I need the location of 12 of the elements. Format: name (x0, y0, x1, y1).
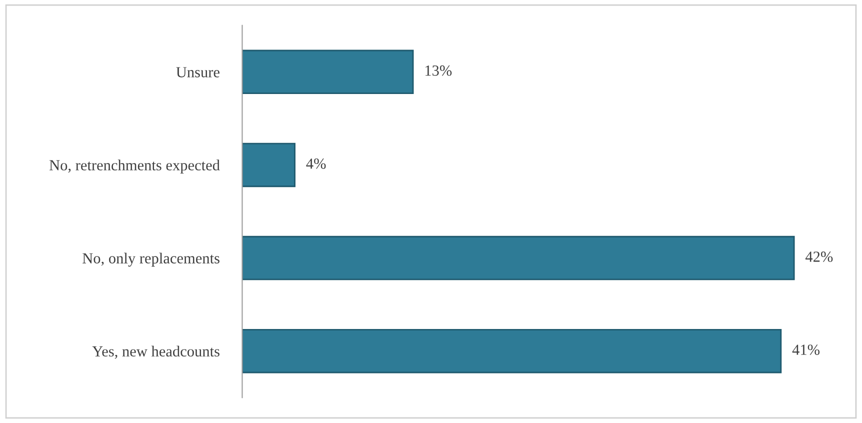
bar (242, 328, 782, 374)
data-label: 13% (425, 65, 452, 76)
bar (242, 236, 795, 280)
y-tick-label: No, retrenchments expected (49, 160, 220, 174)
data-label: 42% (805, 252, 833, 262)
data-label: 41% (792, 344, 820, 355)
bar (242, 50, 414, 94)
y-tick-label: Unsure (176, 67, 220, 78)
bar (242, 142, 296, 188)
data-label: 4% (306, 158, 326, 169)
y-tick-label: Yes, new headcounts (92, 346, 220, 359)
y-tick-label: No, only replacements (82, 252, 220, 267)
